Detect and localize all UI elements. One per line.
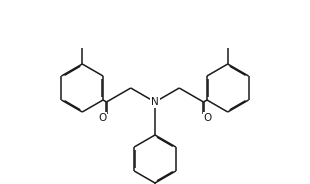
Text: O: O — [203, 113, 212, 123]
Text: O: O — [98, 113, 107, 123]
Text: N: N — [151, 97, 159, 107]
